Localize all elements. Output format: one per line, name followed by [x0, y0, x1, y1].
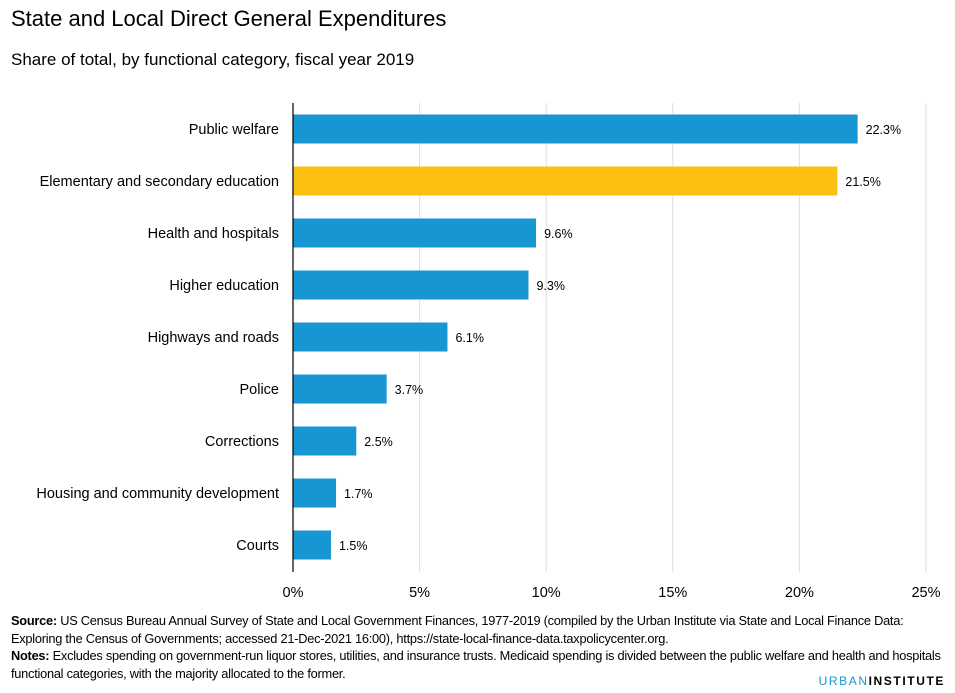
value-label: 21.5% — [845, 175, 880, 189]
category-label: Housing and community development — [36, 486, 279, 502]
category-label: Health and hospitals — [148, 226, 279, 242]
category-label: Corrections — [205, 434, 279, 450]
x-tick-label: 0% — [283, 585, 304, 601]
value-label: 22.3% — [866, 123, 901, 137]
value-label: 2.5% — [364, 435, 393, 449]
value-label: 1.7% — [344, 487, 373, 501]
bar — [293, 114, 858, 144]
x-tick-label: 25% — [911, 585, 940, 601]
notes: Notes: Excludes spending on government-r… — [11, 647, 941, 682]
category-label: Higher education — [169, 278, 279, 294]
category-label: Public welfare — [189, 122, 279, 138]
bar-chart: 0% 5% 10% 15% 20% 25% Public welfare 22.3% Eleme… — [36, 103, 941, 601]
value-label: 9.3% — [536, 279, 565, 293]
source-note: Source: US Census Bureau Annual Survey o… — [11, 612, 941, 647]
logo-urban: URBAN — [818, 674, 869, 688]
source-label: Source: — [11, 613, 57, 628]
x-tick-label: 5% — [409, 585, 430, 601]
bar — [293, 218, 537, 248]
value-label: 3.7% — [395, 383, 424, 397]
bar — [293, 374, 387, 404]
x-tick-label: 15% — [658, 585, 687, 601]
chart-subtitle: Share of total, by functional category, … — [11, 50, 415, 69]
bar — [293, 426, 357, 456]
notes-label: Notes: — [11, 648, 50, 663]
value-label: 1.5% — [339, 539, 368, 553]
value-label: 6.1% — [455, 331, 484, 345]
source-text: US Census Bureau Annual Survey of State … — [11, 613, 904, 646]
x-tick-label: 20% — [785, 585, 814, 601]
category-label: Elementary and secondary education — [40, 174, 279, 190]
chart-footer: Source: US Census Bureau Annual Survey o… — [11, 612, 941, 682]
category-label: Courts — [236, 538, 279, 554]
notes-text: Excludes spending on government-run liqu… — [11, 648, 941, 681]
bar — [293, 478, 337, 508]
x-tick-label: 10% — [532, 585, 561, 601]
bar — [293, 322, 448, 352]
value-label: 9.6% — [544, 227, 573, 241]
urban-institute-logo: URBANINSTITUTE — [819, 674, 945, 688]
bar — [293, 530, 331, 560]
logo-institute: INSTITUTE — [868, 674, 945, 688]
chart-title: State and Local Direct General Expenditu… — [11, 6, 447, 31]
bar — [293, 270, 529, 300]
category-label: Police — [240, 382, 280, 398]
category-label: Highways and roads — [148, 330, 279, 346]
bar — [293, 166, 838, 196]
